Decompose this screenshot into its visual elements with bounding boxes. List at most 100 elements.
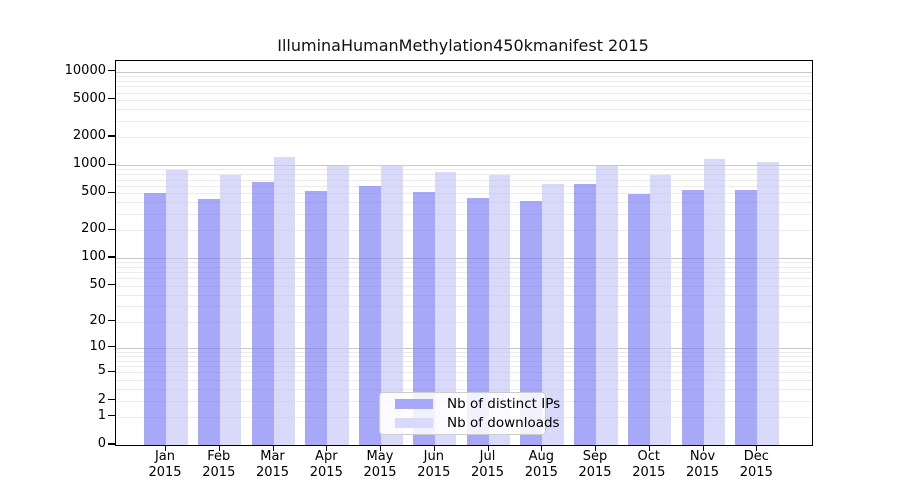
x-tick-mark-aug-2015 <box>541 445 543 451</box>
plot-area: Nb of distinct IPs Nb of downloads <box>115 60 813 446</box>
minor-gridline-300 <box>116 213 812 215</box>
bar-distinct-ips-aug-2015 <box>520 201 543 445</box>
x-tick-label-dec-2015: Dec 2015 <box>739 449 773 480</box>
y-tick-label-2: 2 <box>97 391 106 407</box>
minor-gridline-800 <box>116 174 812 176</box>
x-tick-label-jun-2015: Jun 2015 <box>417 449 451 480</box>
y-tick-label-5: 5 <box>97 363 106 379</box>
bar-distinct-ips-jun-2015 <box>412 191 435 445</box>
minor-gridline-400 <box>116 202 812 204</box>
minor-gridline-5 <box>116 372 812 374</box>
major-gridline-10000 <box>116 71 812 73</box>
bar-distinct-ips-dec-2015 <box>735 190 758 445</box>
legend-label-downloads: Nb of downloads <box>447 414 560 431</box>
minor-gridline-30 <box>116 305 812 307</box>
major-gridline-10 <box>116 347 812 349</box>
bar-downloads-jun-2015 <box>434 171 457 445</box>
legend-swatch-downloads <box>395 418 433 428</box>
y-tick-mark-1000 <box>108 163 115 165</box>
minor-gridline-2000 <box>116 137 812 138</box>
minor-gridline-7 <box>116 360 812 362</box>
y-tick-label-500: 500 <box>81 184 106 200</box>
x-tick-mark-oct-2015 <box>648 445 650 451</box>
y-tick-label-50: 50 <box>89 276 106 292</box>
chart-legend: Nb of distinct IPs Nb of downloads <box>379 392 560 435</box>
x-tick-mark-dec-2015 <box>756 445 758 451</box>
bar-distinct-ips-feb-2015 <box>197 199 220 445</box>
minor-gridline-6 <box>116 366 812 368</box>
minor-gridline-900 <box>116 169 812 171</box>
legend-entry-downloads: Nb of downloads <box>380 415 560 431</box>
bar-downloads-jan-2015 <box>166 169 188 445</box>
minor-gridline-8 <box>116 356 812 357</box>
bar-downloads-feb-2015 <box>219 175 242 445</box>
bar-distinct-ips-nov-2015 <box>681 190 704 445</box>
bar-distinct-ips-jul-2015 <box>466 198 489 445</box>
y-tick-label-5000: 5000 <box>72 90 106 106</box>
bar-downloads-apr-2015 <box>327 165 349 445</box>
minor-gridline-3000 <box>116 120 812 122</box>
y-tick-mark-500 <box>108 191 115 193</box>
minor-gridline-9000 <box>116 76 812 78</box>
x-tick-label-aug-2015: Aug 2015 <box>524 449 558 480</box>
minor-gridline-700 <box>116 179 812 181</box>
x-tick-mark-nov-2015 <box>702 445 704 451</box>
bar-distinct-ips-may-2015 <box>359 185 381 445</box>
legend-label-distinct-ips: Nb of distinct IPs <box>447 395 561 412</box>
y-tick-label-20: 20 <box>89 312 106 328</box>
minor-gridline-8000 <box>116 80 812 82</box>
y-tick-label-200: 200 <box>81 221 106 237</box>
minor-gridline-200 <box>116 230 812 232</box>
x-tick-label-feb-2015: Feb 2015 <box>202 449 236 480</box>
minor-gridline-7000 <box>116 86 812 88</box>
y-tick-mark-100 <box>108 256 115 258</box>
y-tick-label-0: 0 <box>97 436 106 451</box>
x-tick-mark-mar-2015 <box>272 445 274 451</box>
minor-gridline-20 <box>116 321 812 323</box>
y-tick-mark-10 <box>108 346 115 348</box>
bar-downloads-may-2015 <box>381 164 403 445</box>
minor-gridline-500 <box>116 193 812 195</box>
x-tick-mark-jun-2015 <box>433 445 435 451</box>
y-tick-label-2000: 2000 <box>72 128 106 143</box>
minor-gridline-70 <box>116 272 812 274</box>
bar-distinct-ips-jan-2015 <box>144 193 166 445</box>
y-tick-mark-5 <box>108 370 115 372</box>
legend-entry-distinct-ips: Nb of distinct IPs <box>380 396 560 412</box>
bar-distinct-ips-oct-2015 <box>627 194 650 445</box>
minor-gridline-50 <box>116 285 812 287</box>
bar-downloads-aug-2015 <box>542 184 564 445</box>
bar-downloads-sep-2015 <box>596 166 618 445</box>
minor-gridline-3 <box>116 388 812 390</box>
minor-gridline-90 <box>116 262 812 264</box>
y-tick-label-1000: 1000 <box>72 156 106 172</box>
bar-distinct-ips-sep-2015 <box>574 184 596 445</box>
y-tick-mark-50 <box>108 284 115 286</box>
bar-downloads-dec-2015 <box>757 161 779 445</box>
minor-gridline-9 <box>116 351 812 353</box>
y-tick-label-100: 100 <box>81 249 106 264</box>
bar-downloads-mar-2015 <box>273 156 295 445</box>
x-tick-mark-jul-2015 <box>487 445 489 451</box>
x-tick-mark-feb-2015 <box>218 445 220 451</box>
legend-swatch-distinct-ips <box>395 399 433 409</box>
y-tick-mark-1 <box>108 415 115 417</box>
y-tick-label-10000: 10000 <box>64 62 106 78</box>
major-gridline-100 <box>116 258 812 259</box>
x-tick-label-jan-2015: Jan 2015 <box>148 449 182 480</box>
x-tick-label-may-2015: May 2015 <box>363 449 397 480</box>
x-tick-mark-may-2015 <box>380 445 382 451</box>
x-tick-mark-jan-2015 <box>165 445 167 451</box>
y-tick-mark-0 <box>108 443 115 445</box>
y-tick-mark-2000 <box>108 135 115 137</box>
bar-distinct-ips-apr-2015 <box>305 191 328 445</box>
x-tick-mark-apr-2015 <box>326 445 328 451</box>
y-tick-mark-10000 <box>108 70 115 72</box>
minor-gridline-4000 <box>116 108 812 110</box>
x-tick-label-mar-2015: Mar 2015 <box>255 449 290 480</box>
x-tick-label-jul-2015: Jul 2015 <box>470 449 505 480</box>
x-tick-label-oct-2015: Oct 2015 <box>632 449 666 480</box>
minor-gridline-4 <box>116 379 812 381</box>
x-tick-label-nov-2015: Nov 2015 <box>685 449 720 480</box>
minor-gridline-600 <box>116 185 812 187</box>
